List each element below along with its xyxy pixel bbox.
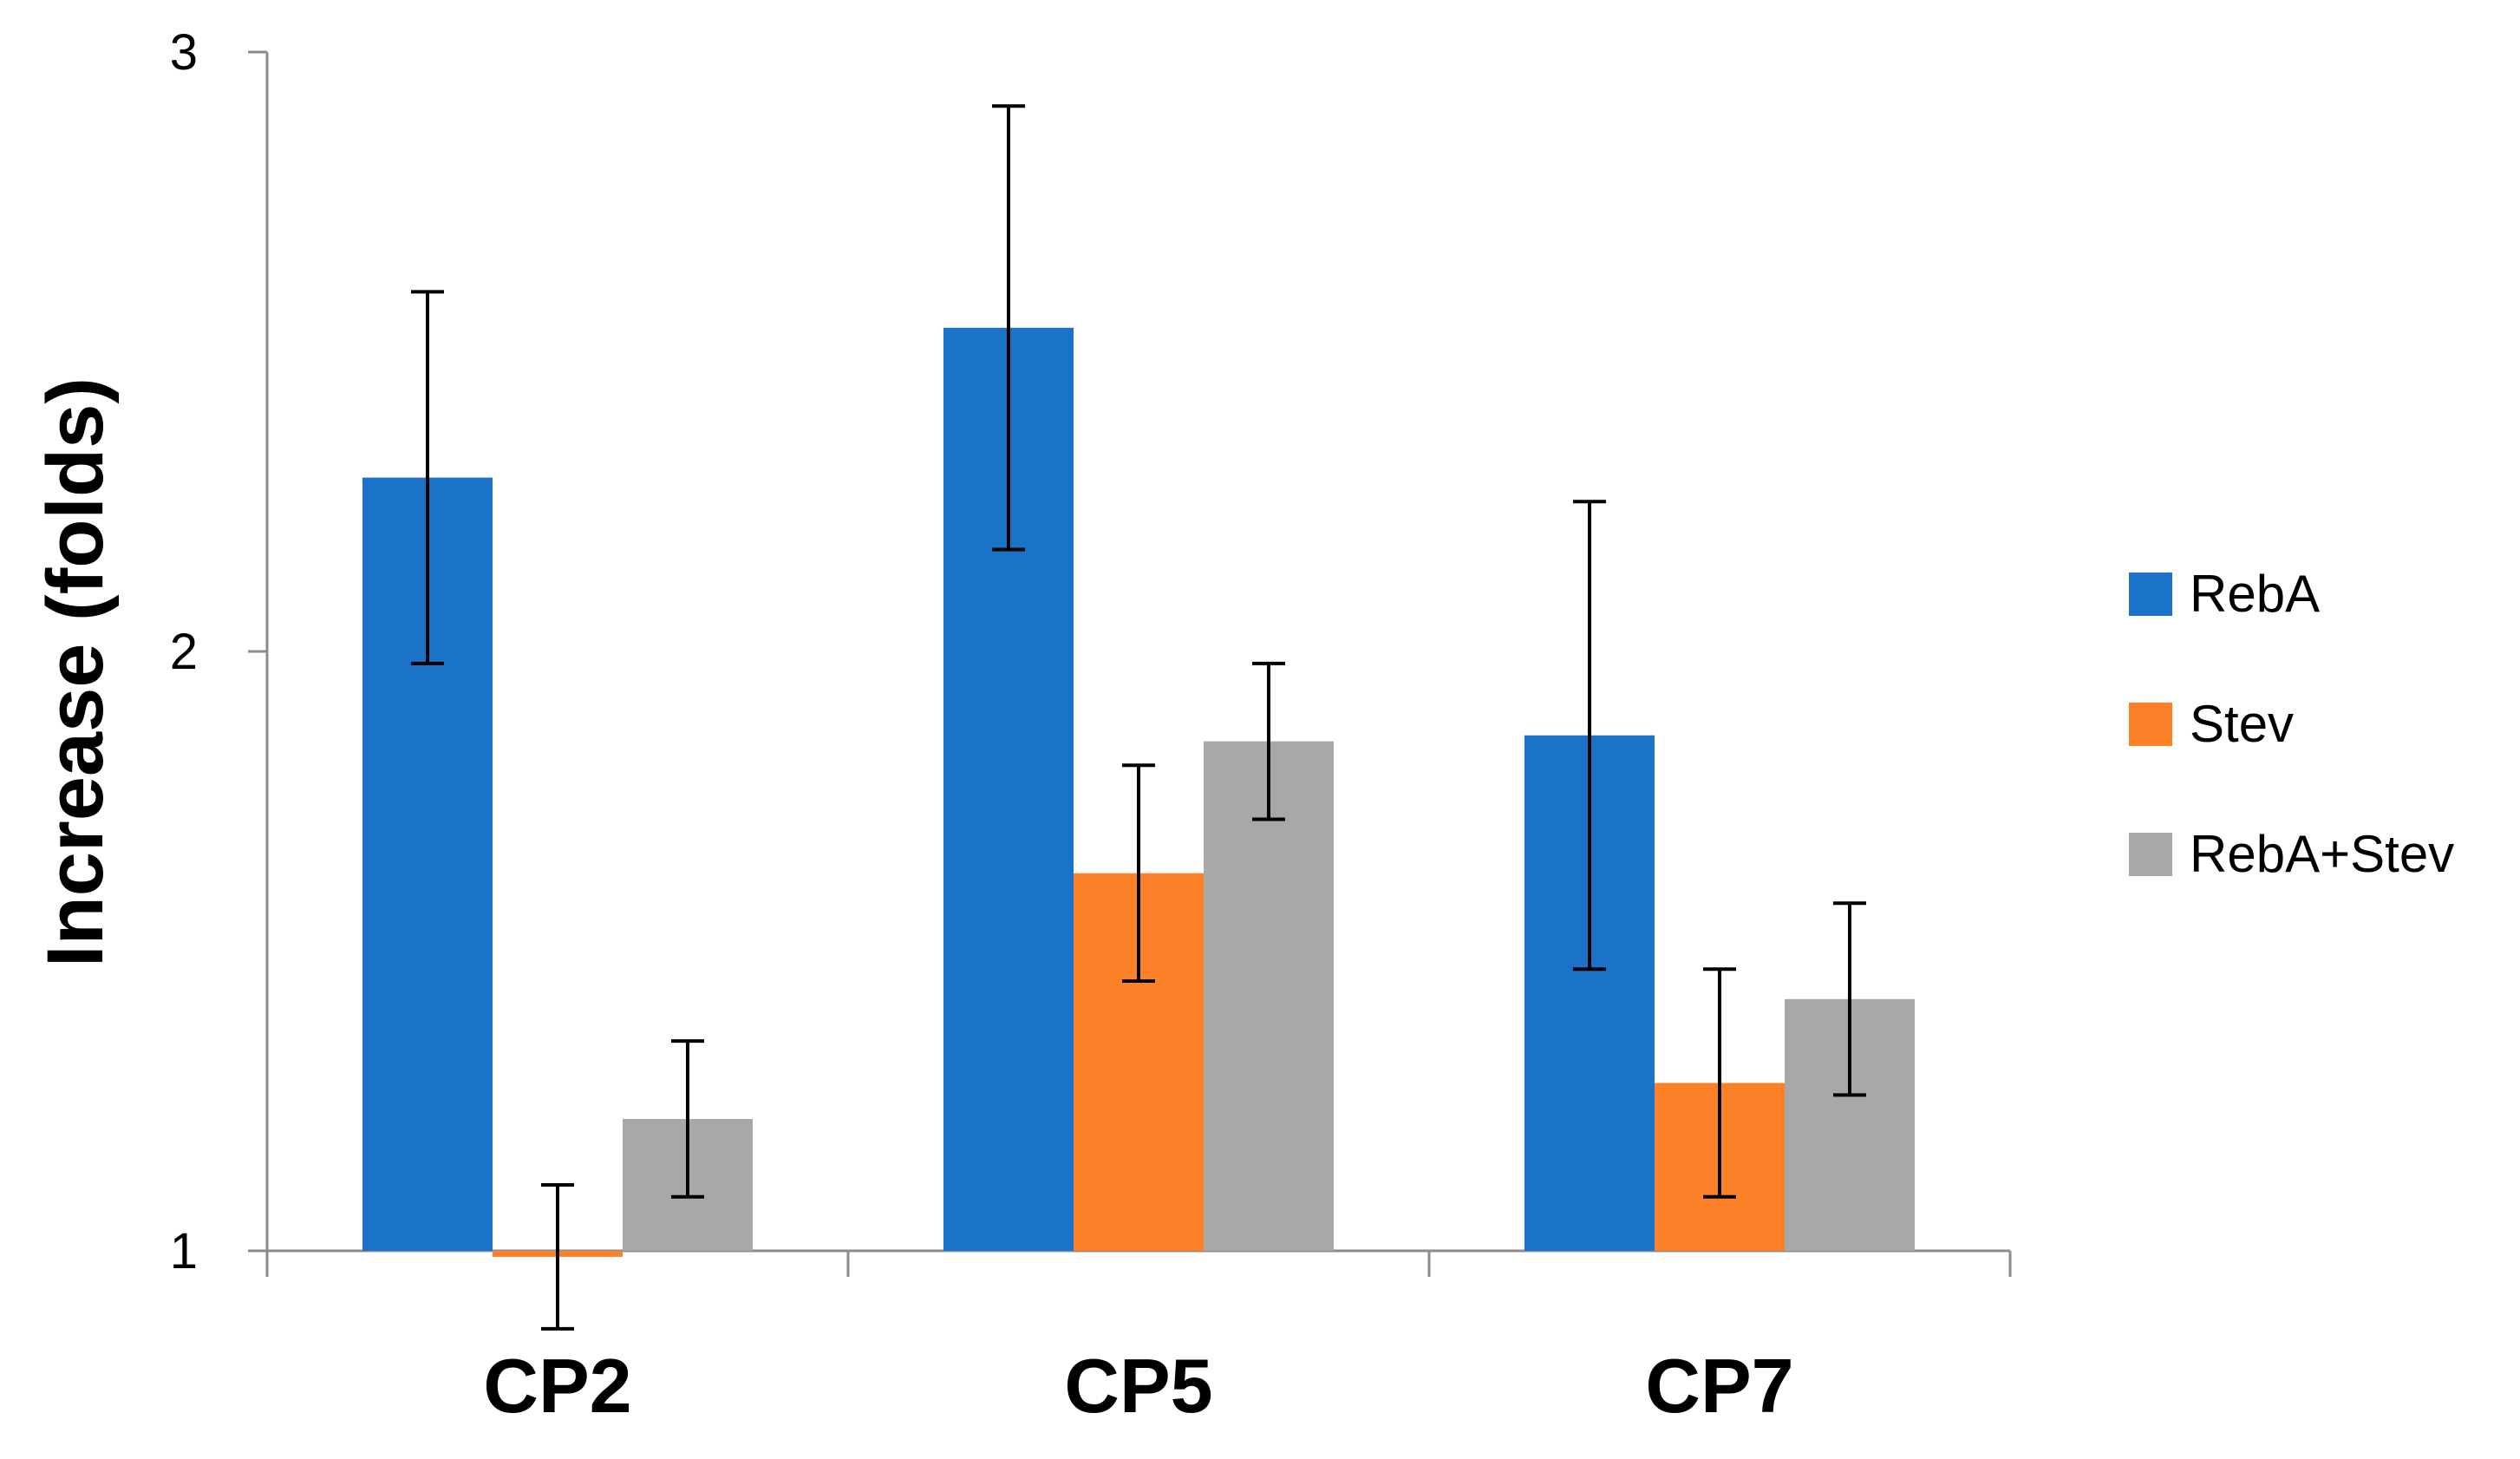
y-axis-label: Increase (folds) xyxy=(31,377,120,967)
legend-label: RebA xyxy=(2190,565,2320,623)
y-tick-label: 2 xyxy=(170,624,198,680)
tick-labels: 1 2 3 xyxy=(170,24,198,1279)
category-label-cp7: CP7 xyxy=(1645,1343,1793,1429)
error-bar-reba-stev-cp2 xyxy=(671,1039,704,1199)
y-tick-label: 1 xyxy=(170,1223,198,1279)
legend-swatch xyxy=(2129,833,2172,876)
legend-swatch xyxy=(2129,572,2172,616)
legend-label: RebA+Stev xyxy=(2190,825,2454,883)
legend-item-reba-stev: RebA+Stev xyxy=(2129,825,2454,883)
legend: RebA Stev RebA+Stev xyxy=(2129,565,2454,883)
category-labels: CP2 CP5 CP7 xyxy=(483,1343,1793,1429)
error-bar-stev-cp7 xyxy=(1703,967,1736,1199)
legend-swatch xyxy=(2129,703,2172,746)
bar-reba-stev-cp5 xyxy=(1204,741,1334,1251)
y-tick-label: 3 xyxy=(170,24,198,81)
category-label-cp2: CP2 xyxy=(483,1343,631,1429)
error-bar-reba-cp2 xyxy=(411,290,444,665)
error-bar-stev-cp2 xyxy=(541,1182,574,1331)
legend-item-stev: Stev xyxy=(2129,695,2294,753)
error-bar-reba-stev-cp5 xyxy=(1252,661,1285,821)
error-bar-reba-cp7 xyxy=(1573,500,1606,972)
category-label-cp5: CP5 xyxy=(1064,1343,1212,1429)
legend-label: Stev xyxy=(2190,695,2294,753)
error-bar-reba-cp5 xyxy=(992,104,1025,552)
error-bar-reba-stev-cp7 xyxy=(1833,901,1866,1097)
error-bar-stev-cp5 xyxy=(1122,763,1155,984)
error-bars xyxy=(411,104,1866,1331)
legend-item-reba: RebA xyxy=(2129,565,2320,623)
